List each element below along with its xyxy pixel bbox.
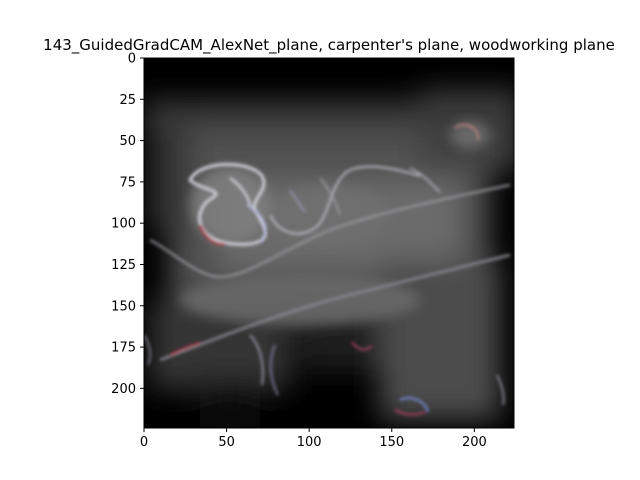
y-tick-label: 125	[111, 258, 136, 273]
x-tick-label: 0	[140, 435, 148, 450]
x-tick-label: 200	[462, 435, 487, 450]
y-axis: 0 25 50 75 100 125 150 175 200	[111, 52, 144, 397]
y-tick-label: 75	[119, 175, 136, 190]
y-tick-label: 150	[111, 299, 136, 314]
x-tick-label: 100	[297, 435, 322, 450]
x-tick-label: 150	[379, 435, 404, 450]
heatmap-image	[144, 58, 514, 428]
axes-frame	[143, 57, 515, 429]
chart-title: 143_GuidedGradCAM_AlexNet_plane, carpent…	[43, 36, 615, 55]
y-tick-label: 0	[128, 52, 136, 67]
y-tick-label: 100	[111, 217, 136, 232]
y-tick-label: 200	[111, 382, 136, 397]
y-tick-label: 25	[119, 93, 136, 108]
x-axis: 0 50 100 150 200	[140, 428, 487, 450]
y-tick-label: 175	[111, 341, 136, 356]
x-tick-label: 50	[218, 435, 235, 450]
y-tick-label: 50	[119, 134, 136, 149]
